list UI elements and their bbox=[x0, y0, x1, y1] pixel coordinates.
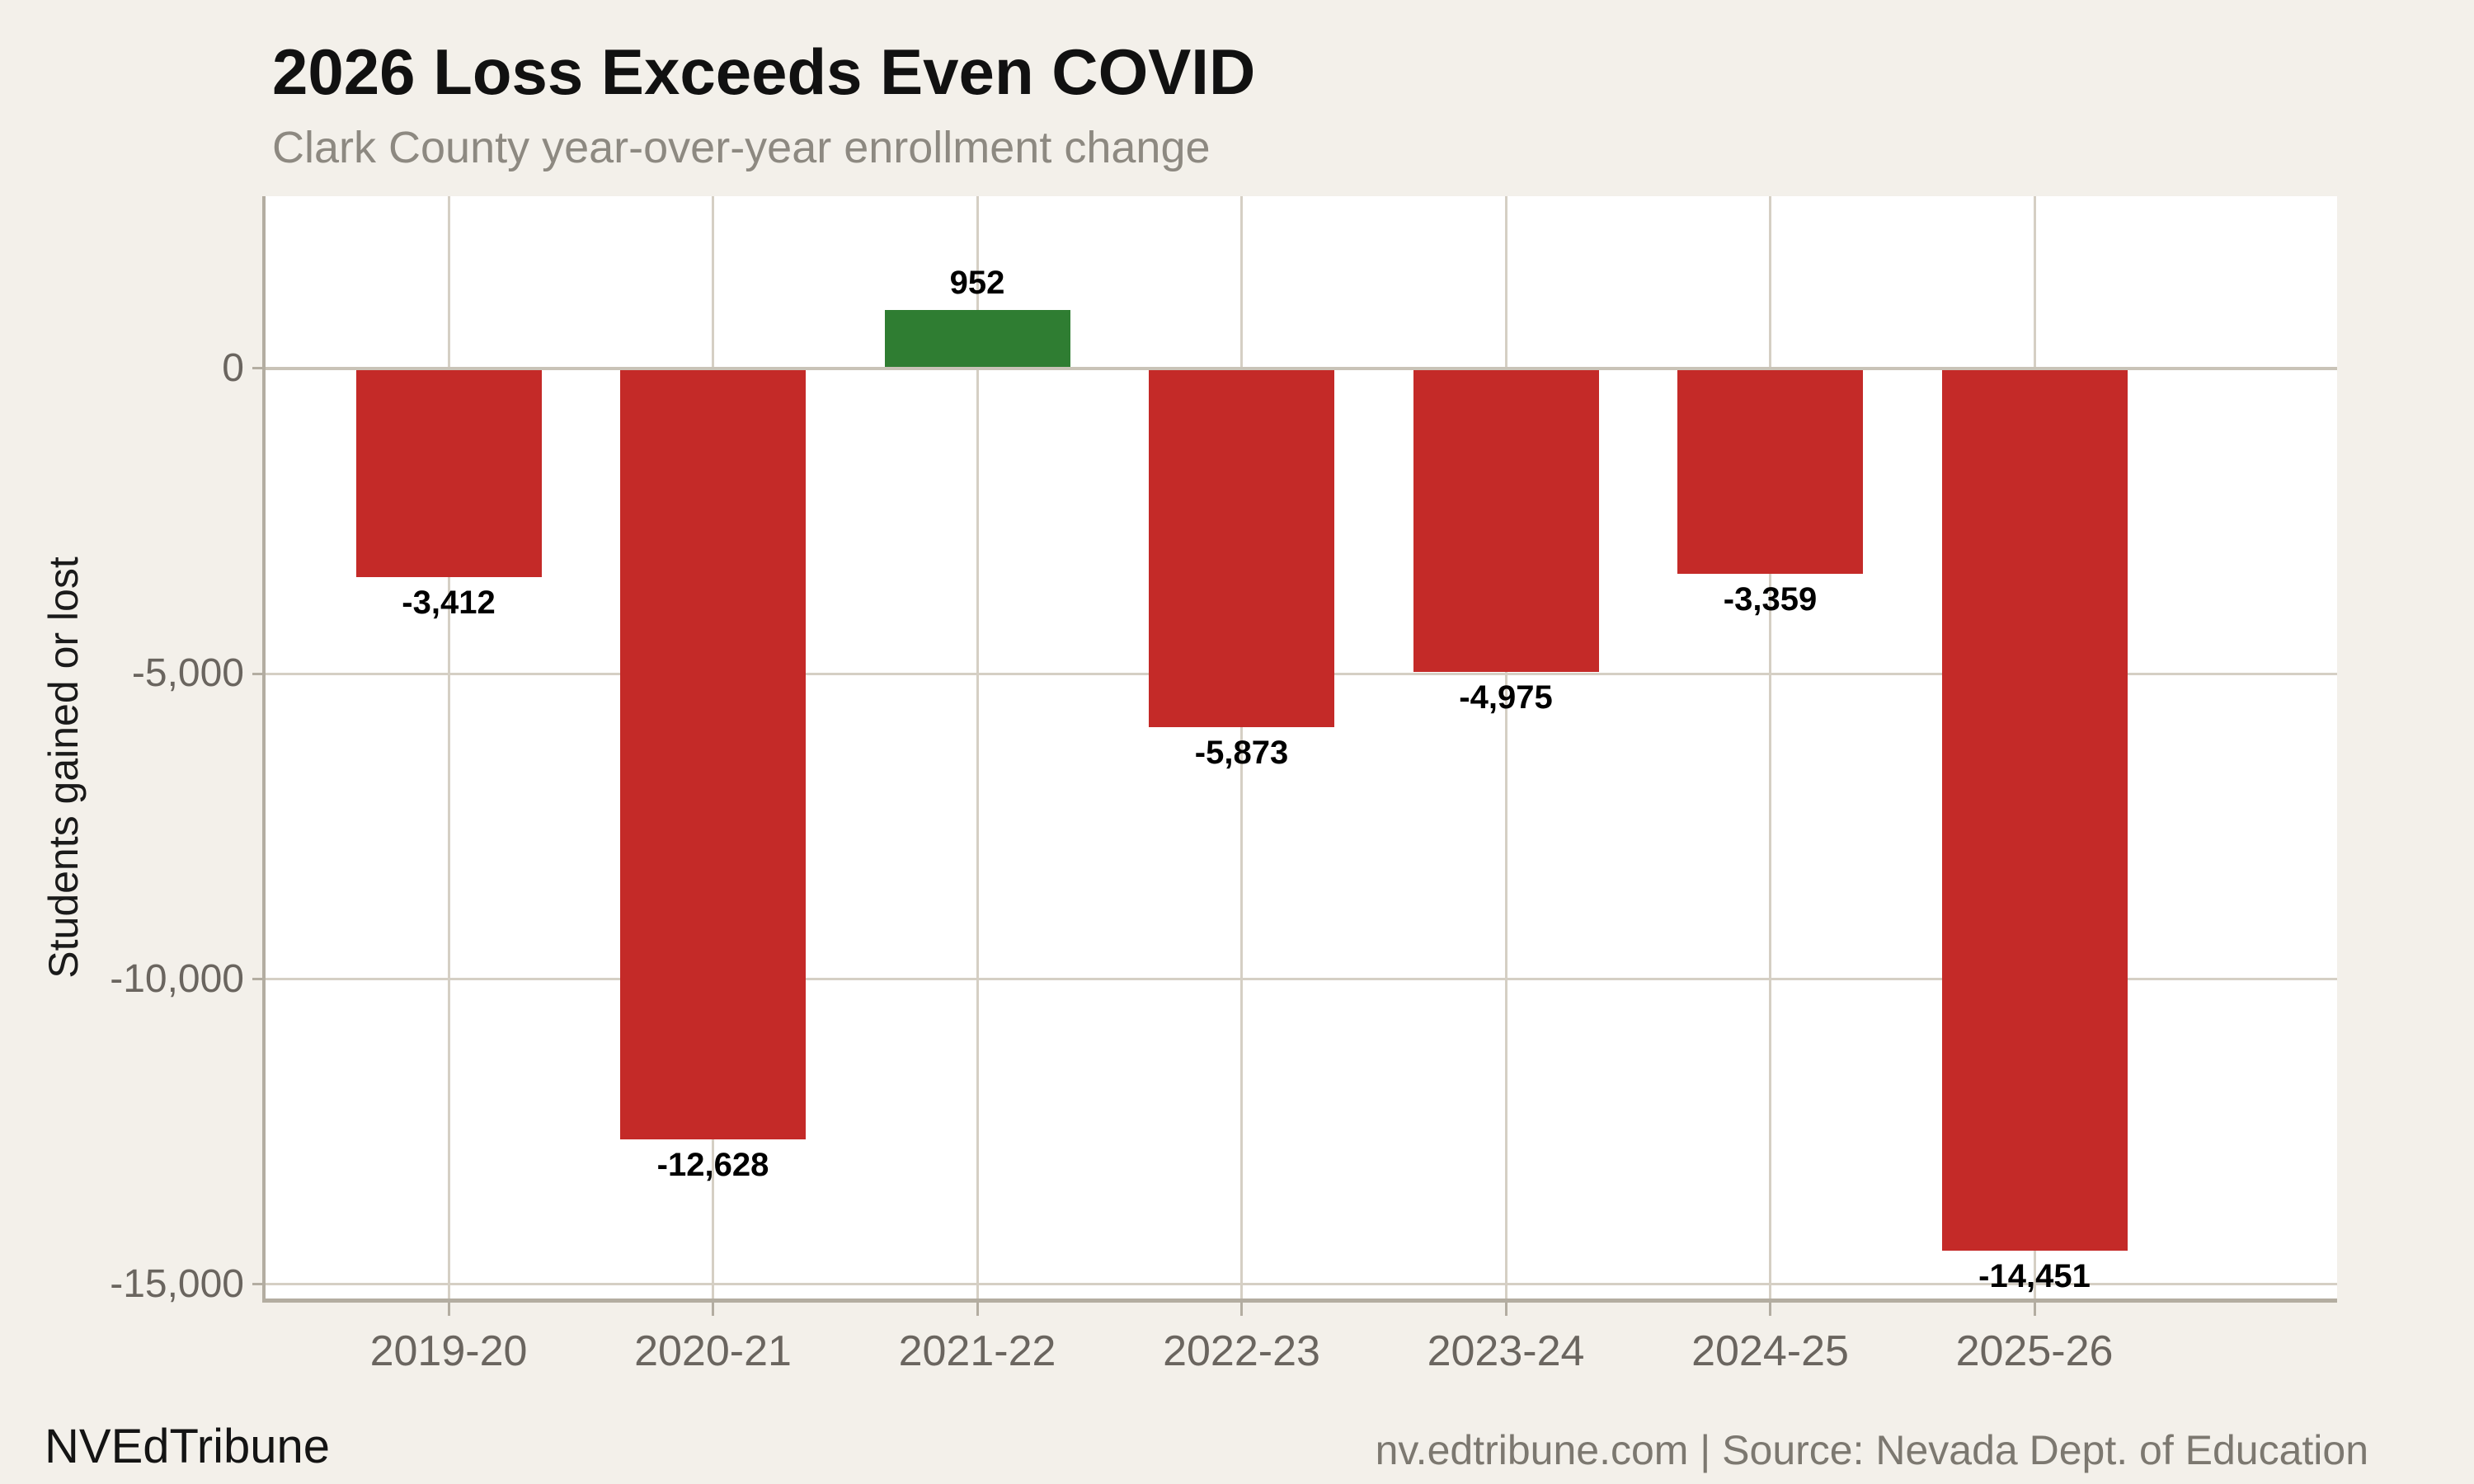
x-axis-tick-label: 2020-21 bbox=[634, 1327, 792, 1375]
x-axis-tick bbox=[1240, 1303, 1243, 1316]
bar-negative bbox=[355, 368, 542, 577]
bar-negative bbox=[1149, 368, 1334, 727]
zero-baseline bbox=[266, 366, 2337, 370]
bar-negative bbox=[1677, 368, 1863, 574]
y-axis-title: Students gained or lost bbox=[40, 556, 87, 979]
x-axis-tick-label: 2022-23 bbox=[1163, 1327, 1320, 1375]
footer-brand: NVEdTribune bbox=[45, 1420, 331, 1473]
x-axis-tick bbox=[976, 1303, 979, 1316]
plot-area: -3,412 -12,628 952 -5,873 -4,975 -3,359 -14,45… bbox=[262, 196, 2337, 1303]
vertical-gridline bbox=[447, 196, 450, 1298]
horizontal-gridline bbox=[266, 1283, 2337, 1286]
chart-title: 2026 Loss Exceeds Even COVID bbox=[272, 35, 1256, 108]
x-axis-tick-label: 2025-26 bbox=[1955, 1327, 2114, 1375]
x-axis-tick bbox=[1504, 1303, 1507, 1316]
y-axis-tick-label: -5,000 bbox=[131, 651, 244, 696]
x-axis-tick-label: 2021-22 bbox=[898, 1327, 1056, 1375]
x-axis-tick bbox=[447, 1303, 450, 1316]
horizontal-gridline bbox=[266, 978, 2337, 981]
bar-value-label: -5,873 bbox=[1194, 734, 1289, 771]
bar-positive bbox=[884, 310, 1070, 369]
x-axis-tick bbox=[712, 1303, 714, 1316]
bar-negative bbox=[620, 368, 806, 1140]
vertical-gridline bbox=[976, 196, 979, 1298]
bar-value-label: -12,628 bbox=[656, 1147, 769, 1184]
chart-subtitle: Clark County year-over-year enrollment c… bbox=[272, 123, 1211, 172]
bar-value-label: -3,359 bbox=[1723, 580, 1818, 618]
vertical-gridline bbox=[1504, 196, 1507, 1298]
bar-value-label: 952 bbox=[949, 265, 1005, 302]
bar-value-label: -4,975 bbox=[1459, 679, 1553, 716]
x-axis-tick-label: 2019-20 bbox=[369, 1327, 528, 1375]
footer-source-attribution: nv.edtribune.com | Source: Nevada Dept. … bbox=[1375, 1427, 2368, 1473]
x-axis-tick-label: 2024-25 bbox=[1691, 1327, 1849, 1375]
x-axis-tick bbox=[2033, 1303, 2036, 1316]
bar-value-label: -14,451 bbox=[1978, 1258, 2091, 1295]
bar-negative bbox=[1413, 368, 1599, 673]
x-axis-tick bbox=[1769, 1303, 1771, 1316]
bar-negative bbox=[1941, 368, 2128, 1252]
bar-value-label: -3,412 bbox=[402, 584, 496, 621]
y-axis-tick-label: 0 bbox=[222, 345, 244, 390]
y-axis-tick-label: -15,000 bbox=[110, 1261, 244, 1306]
vertical-gridline bbox=[1769, 196, 1771, 1298]
x-axis-tick-label: 2023-24 bbox=[1427, 1327, 1585, 1375]
vertical-gridline bbox=[1240, 196, 1243, 1298]
y-axis-tick-label: -10,000 bbox=[110, 956, 244, 1001]
